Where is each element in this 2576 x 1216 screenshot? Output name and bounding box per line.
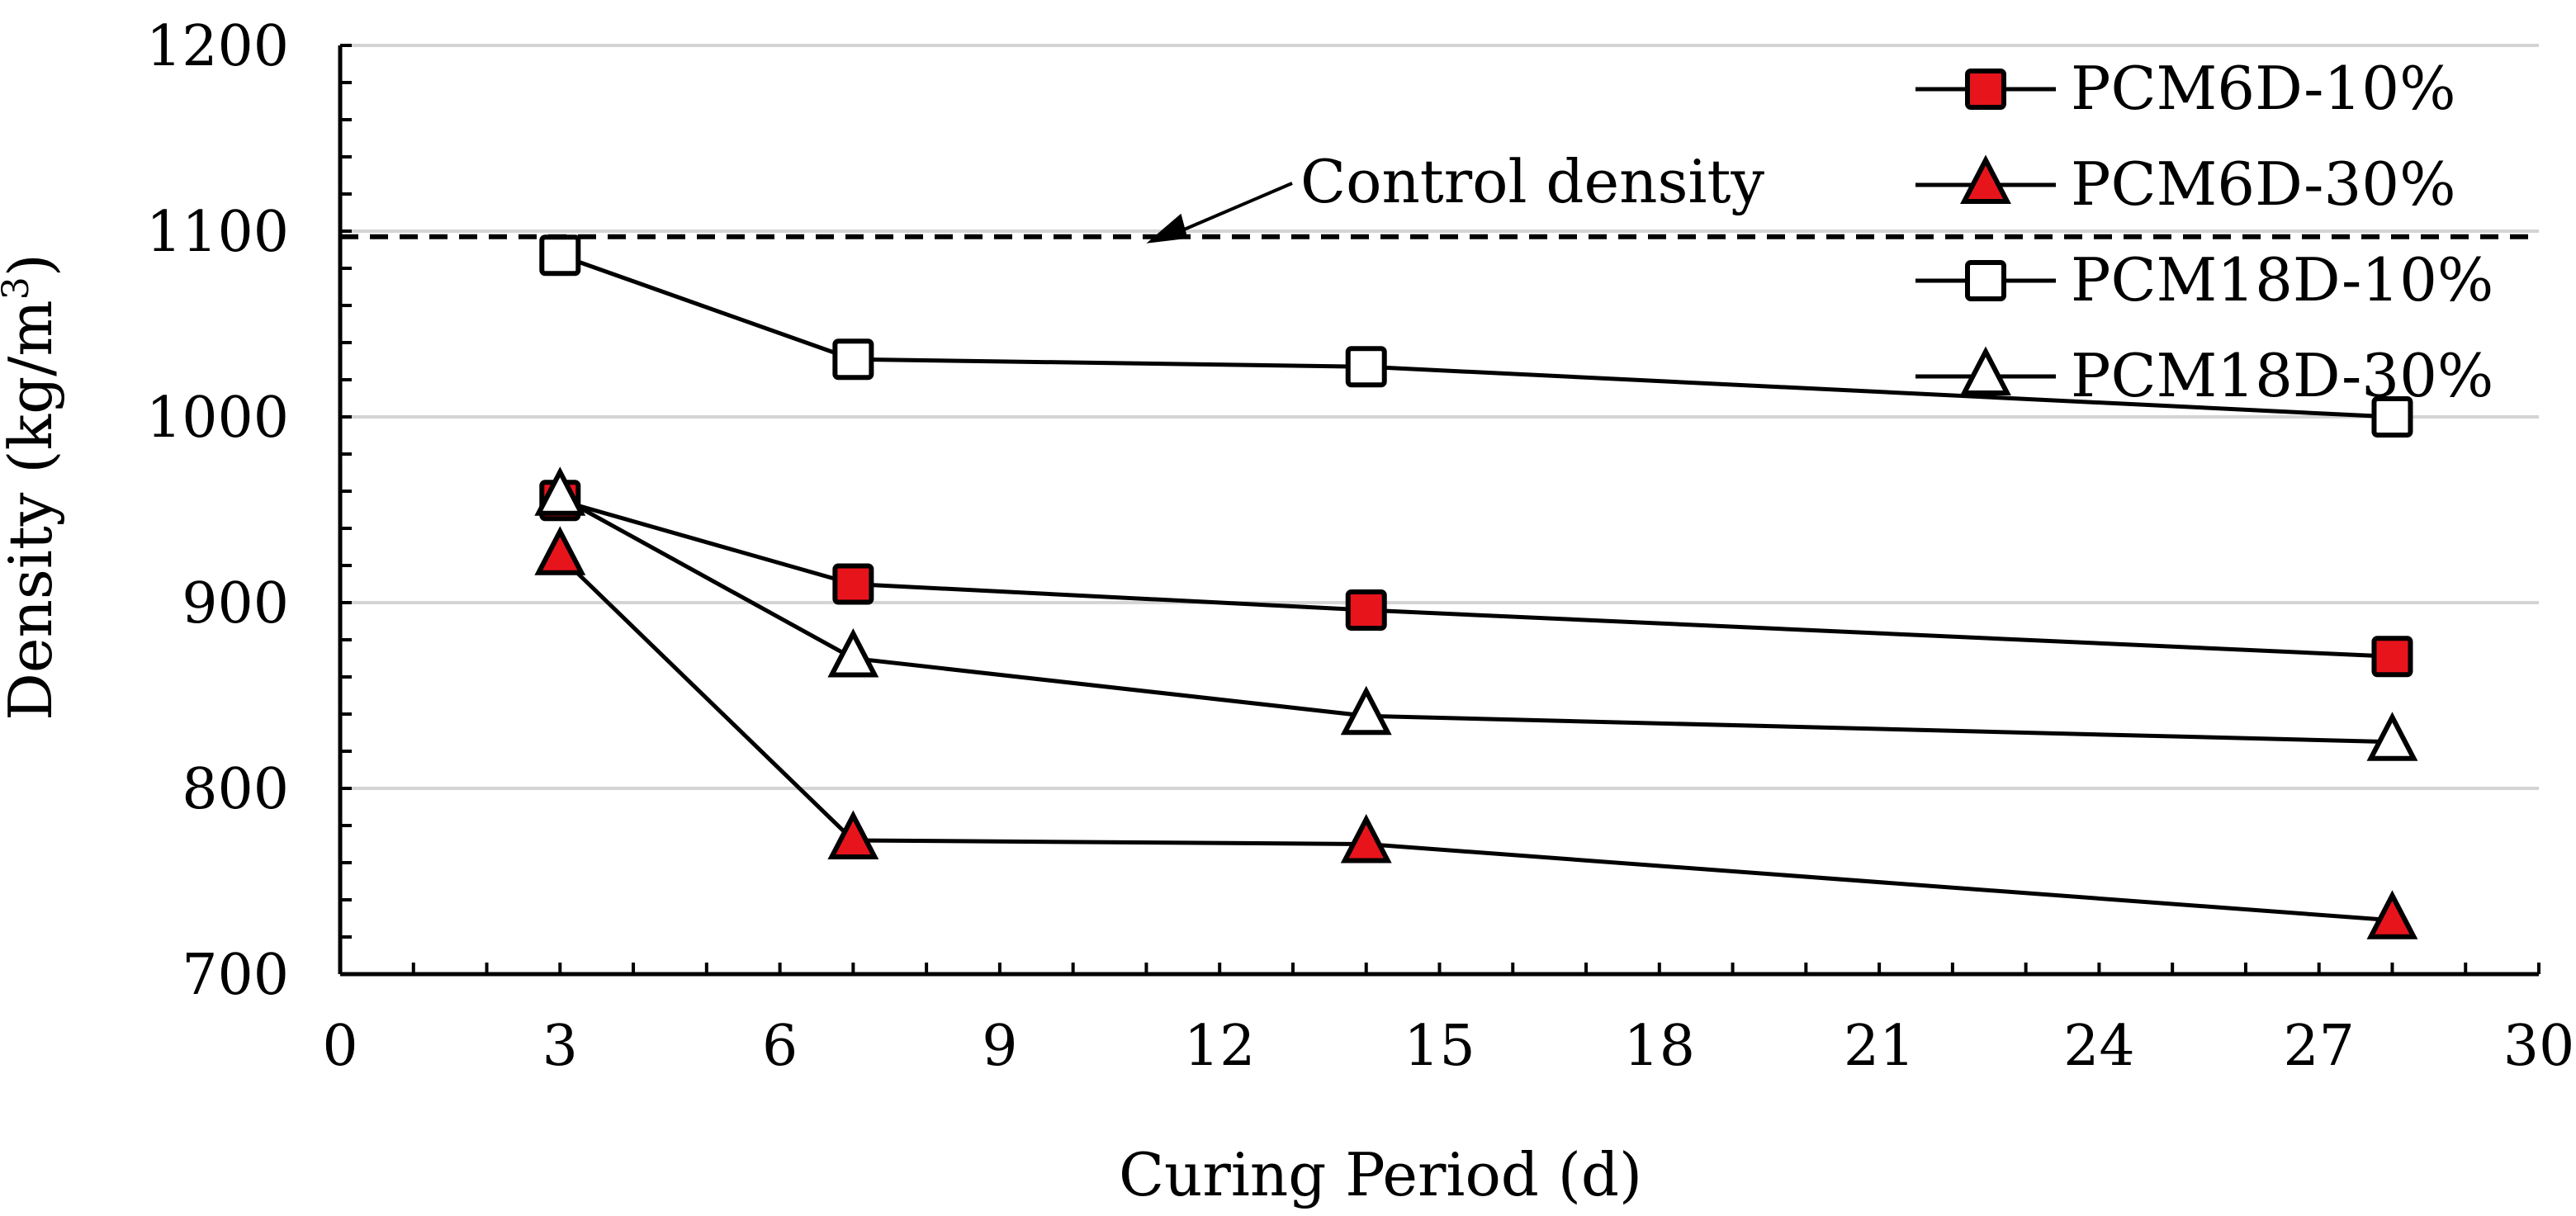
y-axis-label-superscript: 3 <box>0 277 37 300</box>
x-tick-label: 18 <box>1624 1014 1696 1079</box>
x-tick-label: 3 <box>542 1014 578 1079</box>
data-point-triangle <box>1340 813 1392 864</box>
data-point-triangle <box>827 810 879 859</box>
data-point-square <box>832 563 874 605</box>
legend: PCM6D-10% PCM6D-30% PCM18D-10% PCM18D-30% <box>1915 54 2493 410</box>
data-point-triangle <box>1340 685 1392 736</box>
y-tick-label: 700 <box>182 943 289 1008</box>
x-tick-label: 30 <box>2503 1014 2575 1079</box>
data-point-square <box>1345 346 1387 388</box>
y-axis-label-prefix: Density (kg/m <box>0 300 65 721</box>
y-tick-label: 900 <box>182 571 289 636</box>
series-group <box>534 234 2418 939</box>
x-tick-label: 21 <box>1844 1014 1915 1079</box>
x-axis-label: Curing Period (d) <box>1119 1140 1642 1209</box>
y-tick-label: 1100 <box>146 200 289 265</box>
axes: 700 800 900 1000 1100 1200 0 3 6 9 12 15 18 21 24 27 30 <box>146 14 2574 1079</box>
legend-marker-square <box>1965 260 2006 301</box>
legend-marker-triangle <box>1960 154 2011 204</box>
y-axis-label-suffix: ) <box>0 253 65 277</box>
data-point-square <box>2371 636 2413 678</box>
grid-lines <box>340 44 2539 790</box>
data-point-square <box>2371 396 2413 438</box>
control-density-label: Control density <box>1300 147 1764 216</box>
x-tick-label: 9 <box>982 1014 1017 1079</box>
legend-marker-square <box>1965 69 2006 110</box>
legend-marker-triangle <box>1960 346 2011 395</box>
y-tick-label: 1000 <box>146 386 289 451</box>
data-point-triangle <box>534 526 586 575</box>
data-point-square <box>539 234 581 277</box>
x-tick-label: 15 <box>1404 1014 1475 1079</box>
data-point-square <box>832 338 874 381</box>
data-point-triangle <box>534 466 586 516</box>
series-line-3 <box>559 494 2393 745</box>
x-tick-label: 24 <box>2063 1014 2135 1079</box>
data-point-triangle <box>2366 890 2418 939</box>
series-line-0 <box>559 498 2393 659</box>
legend-label: PCM6D-30% <box>2071 149 2456 219</box>
series-line-1 <box>558 554 2393 923</box>
control-density-group: Control density <box>340 147 2539 244</box>
legend-label: PCM6D-10% <box>2071 54 2456 123</box>
y-tick-label: 1200 <box>146 14 289 79</box>
legend-label: PCM18D-30% <box>2071 341 2493 410</box>
x-tick-label: 0 <box>322 1014 358 1079</box>
x-tick-label: 27 <box>2283 1014 2355 1079</box>
legend-label: PCM18D-10% <box>2071 245 2493 315</box>
series-line-2 <box>559 253 2393 419</box>
control-density-arrow-shaft <box>1170 182 1293 237</box>
control-density-arrowhead <box>1146 213 1188 244</box>
y-tick-label: 800 <box>182 757 289 822</box>
data-point-triangle <box>827 627 879 678</box>
x-tick-label: 6 <box>762 1014 798 1079</box>
data-point-square <box>1345 589 1387 631</box>
y-axis-label: Density (kg/m3) <box>0 253 65 721</box>
data-point-triangle <box>2366 712 2418 761</box>
x-tick-label: 12 <box>1184 1014 1256 1079</box>
